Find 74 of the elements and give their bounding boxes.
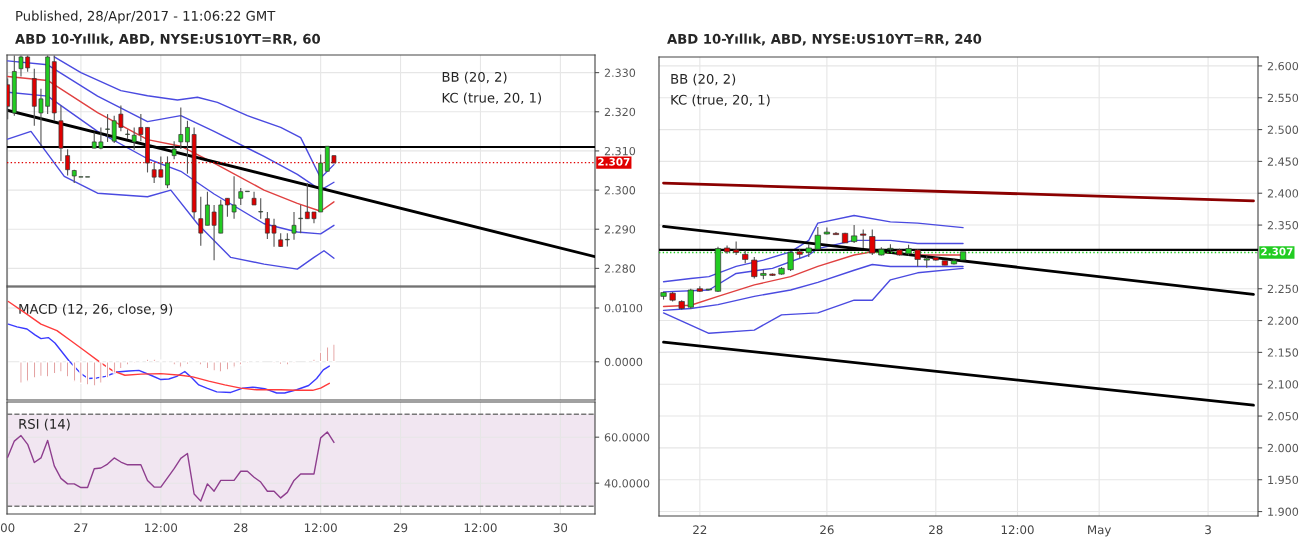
y-tick-label: 2.330 — [604, 68, 636, 77]
y-tick-label: 2.280 — [604, 264, 636, 273]
y-tick-label: 0.0000 — [604, 357, 643, 367]
y-tick-label: 2.450 — [1267, 157, 1299, 166]
x-tick-label: 28 — [929, 525, 943, 535]
line-series — [7, 75, 335, 212]
candlestick — [291, 211, 297, 241]
annotation: KC (true, 20, 1) — [671, 94, 770, 107]
x-tick-label: 22 — [693, 525, 707, 534]
x-tick-label: 00 — [0, 523, 15, 533]
chart-title: Published, 28/Apr/2017 - 11:06:22 GMT — [16, 10, 276, 24]
x-tick-label: 28 — [234, 523, 248, 533]
y-tick-label: 2.050 — [1267, 412, 1299, 421]
y-tick-label: 2.320 — [604, 107, 636, 117]
line-series — [662, 214, 964, 283]
x-tick-label: 29 — [393, 523, 408, 533]
line-series — [7, 431, 335, 502]
candlestick — [258, 197, 264, 220]
line-series — [7, 130, 335, 270]
annotation: BB (20, 2) — [442, 71, 507, 84]
candlestick — [860, 228, 867, 249]
y-tick-label: 2.250 — [1267, 284, 1299, 294]
candlestick — [733, 241, 740, 256]
y-tick-label: 2.200 — [1267, 316, 1299, 325]
line-series — [7, 300, 330, 392]
x-tick-label: 3 — [1205, 525, 1211, 535]
y-tick-label: 2.310 — [604, 146, 636, 156]
y-tick-label: 2.550 — [1267, 93, 1299, 103]
x-tick-label: 12:00 — [464, 523, 497, 533]
candlestick — [165, 155, 170, 189]
x-tick-label: 12:00 — [145, 523, 178, 533]
y-tick-label: 1.950 — [1268, 475, 1299, 485]
candlestick — [751, 256, 758, 280]
y-tick-label: 1.900 — [1268, 507, 1299, 516]
chart-title: ABD 10-Yıllık, ABD, NYSE:US10YT=RR, 240 — [667, 33, 982, 46]
chart-subtitle: ABD 10-Yıllık, ABD, NYSE:US10YT=RR, 60 — [15, 33, 321, 46]
y-tick-label: 2.350 — [1267, 221, 1299, 230]
candlestick — [178, 106, 184, 150]
y-tick-label: 60.0000 — [604, 433, 650, 442]
y-tick-label: 2.000 — [1267, 443, 1299, 453]
candlestick — [851, 224, 858, 244]
y-tick-label: 2.150 — [1267, 348, 1299, 357]
x-tick-label: 30 — [553, 523, 568, 533]
x-tick-label: May — [1088, 525, 1112, 537]
candlestick — [131, 126, 137, 151]
x-tick-label: 12:00 — [1001, 525, 1034, 535]
candlestick — [105, 113, 110, 143]
candlestick — [869, 228, 876, 256]
line-series — [7, 60, 335, 191]
x-tick-label: 27 — [74, 523, 88, 532]
y-tick-label: 2.100 — [1267, 380, 1299, 389]
annotation: MACD (12, 26, close, 9) — [19, 303, 173, 316]
y-tick-label: 2.400 — [1267, 189, 1299, 198]
annotation: KC (true, 20, 1) — [442, 92, 542, 105]
line-series — [7, 323, 330, 394]
y-tick-label: 2.290 — [604, 225, 636, 234]
candlestick — [138, 113, 144, 142]
candlestick — [814, 226, 821, 250]
candlestick — [298, 204, 304, 234]
y-tick-label: 0.0100 — [604, 303, 643, 313]
candlestick — [7, 77, 11, 120]
y-tick-label: 2.600 — [1267, 61, 1299, 71]
x-tick-label: 26 — [820, 525, 834, 535]
line-series — [53, 56, 335, 179]
ref-line-label: 2.307 — [598, 157, 630, 166]
x-tick-label: 12:00 — [304, 523, 337, 533]
y-tick-label: 2.500 — [1267, 125, 1299, 134]
ref-line-label: 2.307 — [1261, 247, 1293, 256]
y-tick-label: 2.300 — [604, 186, 636, 195]
candlestick — [198, 196, 204, 247]
annotation: BB (20, 2) — [671, 73, 736, 86]
y-tick-label: 40.0000 — [604, 479, 650, 488]
candlestick — [171, 140, 177, 160]
annotation: RSI (14) — [19, 418, 70, 431]
